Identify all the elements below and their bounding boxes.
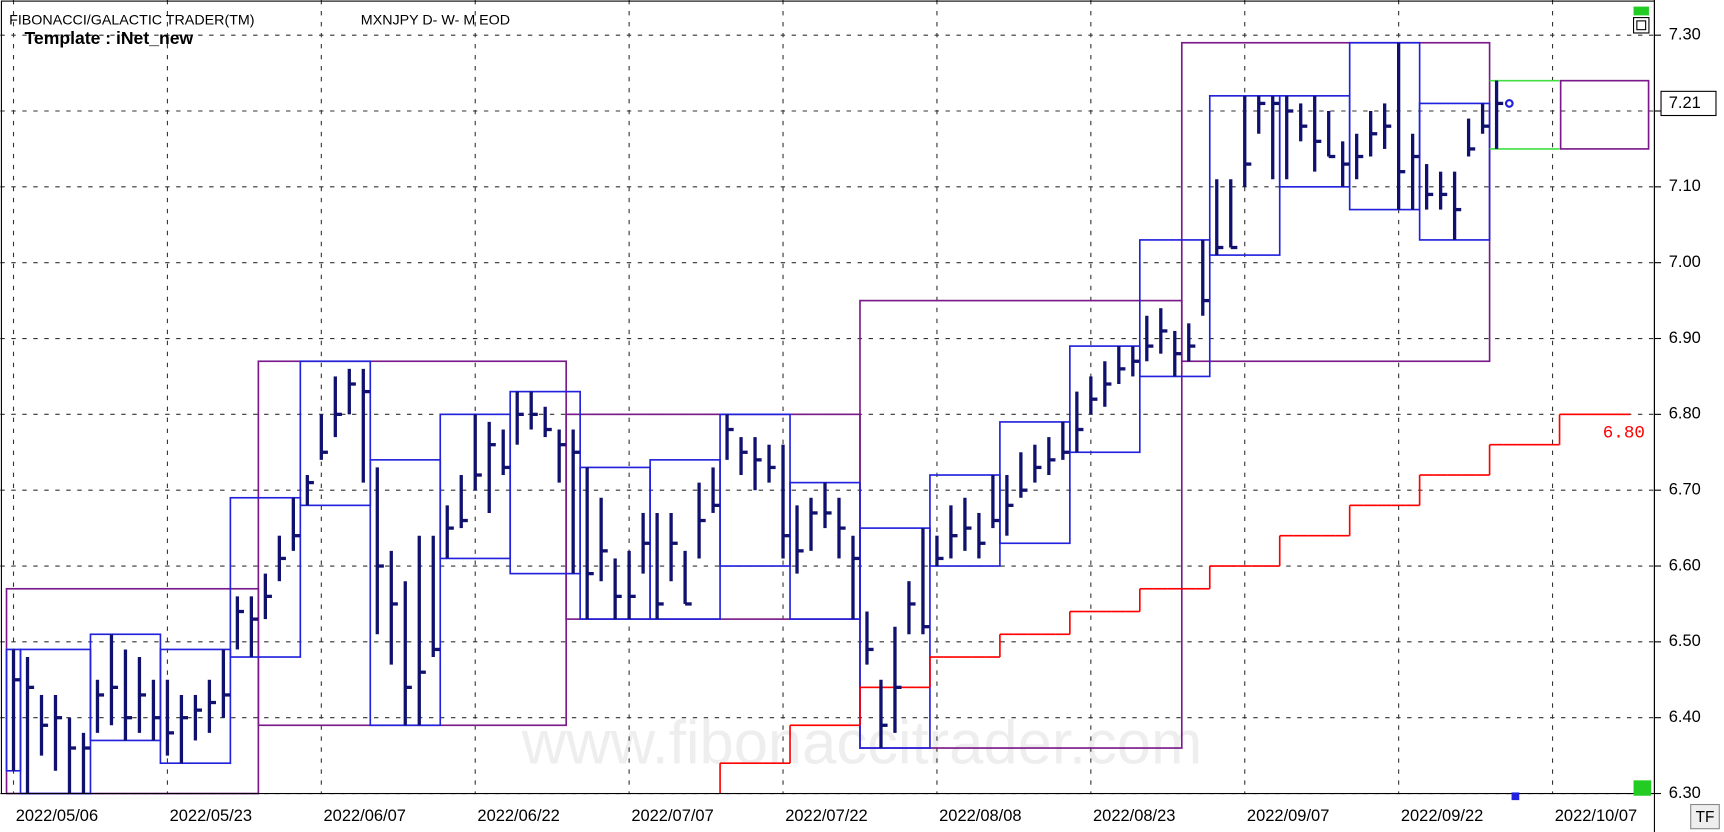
weekly-box [299,360,372,507]
x-tick-label: 2022/09/22 [1401,807,1483,825]
x-tick-label: 2022/05/23 [170,807,252,825]
template-label: Template : iNet_new [25,28,194,48]
y-tick-label: 6.40 [1669,708,1701,726]
corner-icon-inner [1636,20,1647,31]
last-price-label: 7.21 [1669,94,1701,112]
x-tick-label: 2022/06/07 [324,807,406,825]
weekly-box [229,496,302,658]
y-tick-label: 6.30 [1669,784,1701,802]
watermark: www.fibonaccitrader.com [521,709,1203,778]
y-tick-label: 6.70 [1669,481,1701,499]
corner-marker [1633,6,1649,16]
y-tick-label: 7.00 [1669,253,1701,271]
chart-title: FIBONACCI/GALACTIC TRADER(TM) [9,13,254,29]
x-tick-label: 2022/08/08 [939,807,1021,825]
tf-button-label[interactable]: TF [1696,809,1715,826]
x-tick-label: 2022/09/07 [1247,807,1329,825]
corner-marker [1633,780,1652,796]
y-tick-label: 7.10 [1669,177,1701,195]
x-tick-label: 2022/10/07 [1555,807,1637,825]
stop-label: 6.80 [1603,424,1645,444]
y-tick-label: 6.80 [1669,405,1701,423]
y-tick-label: 6.90 [1669,329,1701,347]
y-tick-label: 6.60 [1669,556,1701,574]
plot-area: 6.80 [0,0,1655,795]
projection-box [1559,79,1650,150]
y-tick-label: 6.50 [1669,632,1701,650]
weekly-box [1069,345,1141,454]
last-price-box [1660,90,1717,117]
y-tick-label: 7.30 [1669,26,1701,44]
weekly-box [859,527,931,749]
x-tick-label: 2022/06/22 [477,807,559,825]
chart-subtitle: MXNJPY D- W- M EOD [361,13,510,29]
tf-button[interactable] [1690,803,1720,830]
x-tick-label: 2022/07/07 [631,807,713,825]
x-tick-label: 2022/07/22 [785,807,867,825]
weekly-box [999,421,1071,545]
x-tick-label: 2022/05/06 [16,807,98,825]
x-tick-label: 2022/08/23 [1093,807,1175,825]
weekly-box [159,648,232,765]
last-price-marker [1504,99,1514,108]
scroll-marker [1511,792,1520,801]
